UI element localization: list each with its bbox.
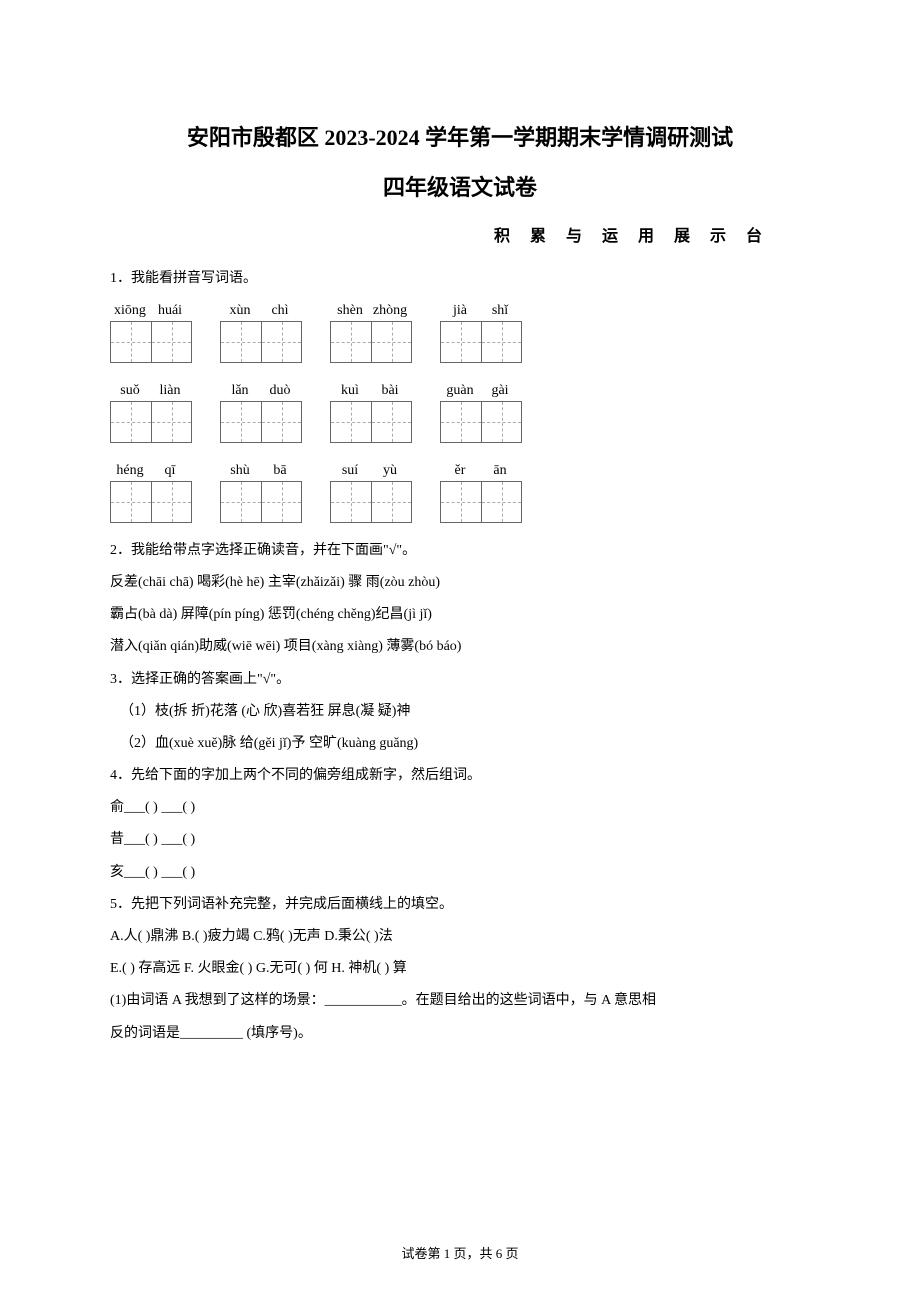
- pinyin-group: xiōnghuái: [110, 303, 192, 363]
- pinyin-label: héng: [110, 463, 150, 479]
- q4-line: 昔___( ) ___( ): [110, 824, 810, 856]
- char-box: [111, 482, 151, 522]
- pinyin-label: ěr: [440, 463, 480, 479]
- q1-row-2: héngqī shùbā suíyù ěrān: [110, 463, 810, 523]
- pinyin-group: jiàshǐ: [440, 303, 522, 363]
- q2-line: 反差(chāi chā) 喝彩(hè hē) 主宰(zhǎizǎi) 骤 雨(z…: [110, 567, 810, 599]
- q2-line: 潜入(qiǎn qián)助威(wiē wēi) 项目(xàng xiàng) …: [110, 631, 810, 663]
- q3-prompt: 3．选择正确的答案画上"√"。: [110, 664, 810, 696]
- char-box: [111, 322, 151, 362]
- q3-line: （2）血(xuè xuě)脉 给(gěi jǐ)予 空旷(kuàng guǎng…: [110, 728, 810, 760]
- pinyin-group: suǒliàn: [110, 383, 192, 443]
- q5-line: (1)由词语 A 我想到了这样的场景：___________。在题目给出的这些词…: [110, 985, 810, 1017]
- pinyin-label: shèn: [330, 303, 370, 319]
- pinyin-label: gài: [480, 383, 520, 399]
- char-box: [441, 322, 481, 362]
- pinyin-label: xùn: [220, 303, 260, 319]
- char-box: [441, 402, 481, 442]
- char-box: [261, 322, 301, 362]
- pinyin-label: zhòng: [370, 303, 410, 319]
- q5-line: A.人( )鼎沸 B.( )疲力竭 C.鸦( )无声 D.秉公( )法: [110, 921, 810, 953]
- char-box: [481, 482, 521, 522]
- pinyin-label: suí: [330, 463, 370, 479]
- char-box: [331, 482, 371, 522]
- char-box: [151, 402, 191, 442]
- q3-line: （1）枝(拆 折)花落 (心 欣)喜若狂 屏息(凝 疑)神: [110, 696, 810, 728]
- pinyin-label: bā: [260, 463, 300, 479]
- pinyin-label: chì: [260, 303, 300, 319]
- char-box: [371, 402, 411, 442]
- char-box: [221, 402, 261, 442]
- pinyin-group: ěrān: [440, 463, 522, 523]
- pinyin-label: bài: [370, 383, 410, 399]
- char-box: [481, 402, 521, 442]
- char-box: [331, 402, 371, 442]
- q2-prompt: 2．我能给带点字选择正确读音，并在下面画"√"。: [110, 535, 810, 567]
- q4-line: 亥___( ) ___( ): [110, 857, 810, 889]
- char-box: [371, 482, 411, 522]
- char-box: [151, 322, 191, 362]
- pinyin-label: duò: [260, 383, 300, 399]
- pinyin-label: shù: [220, 463, 260, 479]
- pinyin-label: shǐ: [480, 303, 520, 319]
- char-box: [221, 322, 261, 362]
- pinyin-label: lǎn: [220, 383, 260, 399]
- pinyin-group: lǎnduò: [220, 383, 302, 443]
- pinyin-group: héngqī: [110, 463, 192, 523]
- char-box: [481, 322, 521, 362]
- char-box: [261, 402, 301, 442]
- q5-prompt: 5．先把下列词语补充完整，并完成后面横线上的填空。: [110, 889, 810, 921]
- pinyin-label: jià: [440, 303, 480, 319]
- char-box: [111, 402, 151, 442]
- pinyin-label: yù: [370, 463, 410, 479]
- pinyin-group: guàngài: [440, 383, 522, 443]
- pinyin-label: qī: [150, 463, 190, 479]
- pinyin-label: liàn: [150, 383, 190, 399]
- q5-line: E.( ) 存高远 F. 火眼金( ) G.无可( ) 何 H. 神机( ) 算: [110, 953, 810, 985]
- char-box: [151, 482, 191, 522]
- pinyin-group: kuìbài: [330, 383, 412, 443]
- q1-row-0: xiōnghuái xùnchì shènzhòng jiàshǐ: [110, 303, 810, 363]
- pinyin-group: shènzhòng: [330, 303, 412, 363]
- q1-prompt: 1．我能看拼音写词语。: [110, 264, 810, 295]
- pinyin-label: ān: [480, 463, 520, 479]
- exam-title: 安阳市殷都区 2023-2024 学年第一学期期末学情调研测试: [110, 120, 810, 152]
- section-header: 积 累 与 运 用 展 示 台: [110, 222, 810, 246]
- pinyin-group: xùnchì: [220, 303, 302, 363]
- pinyin-group: shùbā: [220, 463, 302, 523]
- char-box: [331, 322, 371, 362]
- char-box: [441, 482, 481, 522]
- pinyin-label: xiōng: [110, 303, 150, 319]
- q5-line: 反的词语是_________ (填序号)。: [110, 1018, 810, 1050]
- page-footer: 试卷第 1 页，共 6 页: [0, 1243, 920, 1262]
- q4-prompt: 4．先给下面的字加上两个不同的偏旁组成新字，然后组词。: [110, 760, 810, 792]
- pinyin-label: guàn: [440, 383, 480, 399]
- q4-line: 俞___( ) ___( ): [110, 792, 810, 824]
- exam-subtitle: 四年级语文试卷: [110, 170, 810, 202]
- pinyin-group: suíyù: [330, 463, 412, 523]
- q2-line: 霸占(bà dà) 屏障(pín píng) 惩罚(chéng chěng)纪昌…: [110, 599, 810, 631]
- char-box: [221, 482, 261, 522]
- pinyin-label: suǒ: [110, 383, 150, 399]
- pinyin-label: kuì: [330, 383, 370, 399]
- pinyin-label: huái: [150, 303, 190, 319]
- q1-row-1: suǒliàn lǎnduò kuìbài guàngài: [110, 383, 810, 443]
- char-box: [371, 322, 411, 362]
- char-box: [261, 482, 301, 522]
